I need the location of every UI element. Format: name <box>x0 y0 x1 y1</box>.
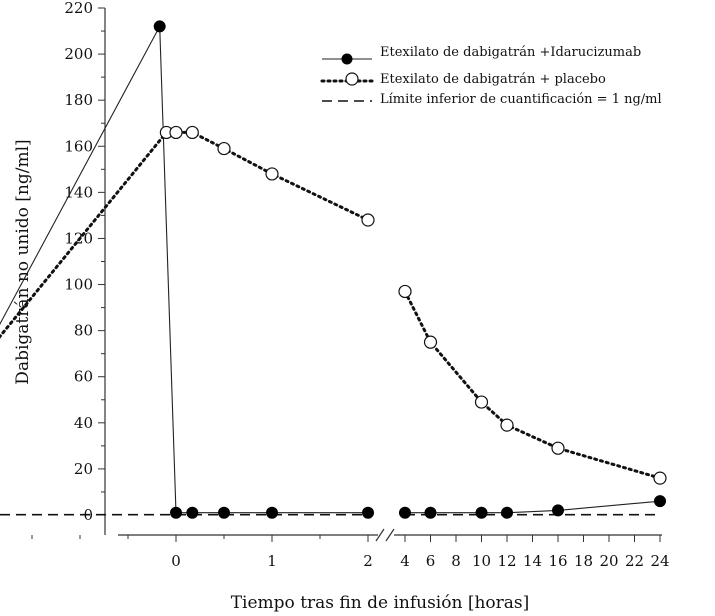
idarucizumab-series-line <box>0 24 368 514</box>
legend-lloq-label: Límite inferior de cuantificación = 1 ng… <box>380 92 662 107</box>
y-tick-label: 60 <box>74 368 93 386</box>
x-axis-break-mark <box>375 528 385 542</box>
x-tick-label: 16 <box>548 552 567 570</box>
x-tick-label: 10 <box>472 552 491 570</box>
x-tick-label: 1 <box>267 552 277 570</box>
y-tick-label: 140 <box>64 183 93 201</box>
y-tick-label: 200 <box>64 45 93 63</box>
y-axis-title: Dabigatrán no unido [ng/ml] <box>13 139 33 384</box>
idarucizumab-point <box>399 506 411 519</box>
idarucizumab-point <box>266 506 278 519</box>
placebo-series-line <box>0 130 370 339</box>
x-tick-label: 4 <box>400 552 410 570</box>
placebo-point <box>185 125 199 140</box>
x-axis-break-mark <box>385 528 395 542</box>
x-tick-label: 8 <box>451 552 461 570</box>
y-tick-label: 220 <box>64 0 93 17</box>
placebo-point <box>551 441 565 455</box>
legend-idarucizumab-label: Etexilato de dabigatrán +Idarucizumab <box>380 45 641 60</box>
placebo-point <box>169 125 183 140</box>
idarucizumab-point <box>153 20 166 33</box>
y-tick-label: 160 <box>64 137 93 155</box>
y-tick-label: 20 <box>74 460 93 478</box>
idarucizumab-point <box>654 495 666 508</box>
legend: Etexilato de dabigatrán +Idarucizumab Ete… <box>320 45 662 107</box>
x-tick-label: 18 <box>574 552 593 570</box>
legend-idarucizumab-marker <box>341 53 353 65</box>
placebo-point <box>361 213 375 227</box>
idarucizumab-point <box>552 504 564 517</box>
y-tick-label: 180 <box>64 91 93 109</box>
placebo-point <box>265 167 279 181</box>
x-axis-title: Tiempo tras fin de infusión [horas] <box>231 593 530 613</box>
x-tick-label: 2 <box>363 552 373 570</box>
idarucizumab-point <box>170 506 182 519</box>
y-tick-label: 80 <box>74 322 93 340</box>
x-tick-label: 6 <box>426 552 436 570</box>
x-tick-label: 24 <box>650 552 669 570</box>
placebo-point <box>653 471 667 485</box>
placebo-point <box>423 335 438 349</box>
idarucizumab-point <box>501 506 513 519</box>
idarucizumab-point <box>218 506 230 519</box>
y-tick-label: 100 <box>64 276 93 294</box>
idarucizumab-series-line <box>405 500 661 514</box>
idarucizumab-point <box>186 506 199 519</box>
legend-placebo-label: Etexilato de dabigatrán + placebo <box>380 72 606 87</box>
x-tick-label: 0 <box>171 552 181 570</box>
idarucizumab-point <box>424 506 437 519</box>
axes: 020406080100120140160180200220-201246810… <box>13 0 670 613</box>
placebo-series-line <box>403 290 662 480</box>
x-tick-label: 22 <box>625 552 644 570</box>
placebo-point <box>500 418 514 432</box>
y-tick-label: 40 <box>74 414 93 432</box>
legend-placebo-marker <box>345 72 359 86</box>
placebo-point <box>217 141 231 156</box>
idarucizumab-point <box>475 506 488 519</box>
x-tick-label: 20 <box>599 552 618 570</box>
series-layer <box>0 20 667 519</box>
idarucizumab-point <box>362 506 374 519</box>
placebo-point <box>398 284 412 299</box>
x-tick-label: 14 <box>523 552 542 570</box>
x-tick-label: 12 <box>497 552 516 570</box>
placebo-point <box>474 395 489 409</box>
